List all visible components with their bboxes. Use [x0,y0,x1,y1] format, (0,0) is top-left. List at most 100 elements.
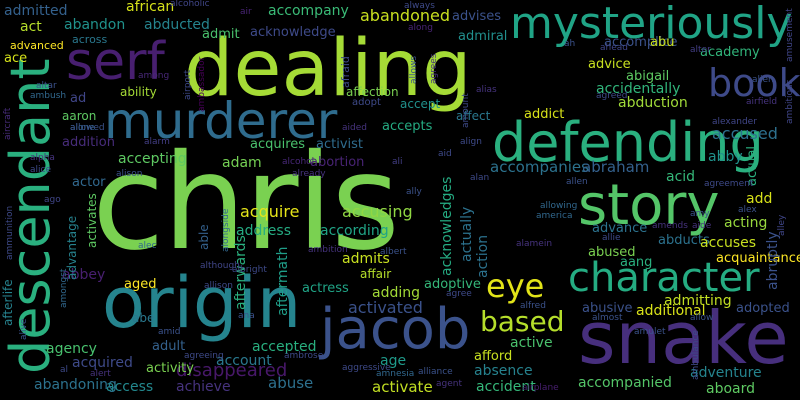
word-ah: ah [564,39,576,49]
word-ambassador: ambassador [197,56,207,112]
word-based: based [480,305,565,338]
word-alec: alec [138,241,157,251]
word-abby: abby [708,149,743,165]
word-access: adventure [690,365,762,381]
word-alexander: alexander [712,117,757,127]
word-advance: advance [592,221,648,236]
word-abruptly: abruptly [765,231,781,290]
word-allowed: allowed [70,123,105,133]
word-accompanied: accompanied [578,375,672,391]
word-accidentally: accidentally [596,81,681,97]
word-aggressive: aggressive [342,363,391,373]
word-character: character [568,255,760,301]
word-accusing: accusing [342,202,413,221]
word-chris: chris [92,126,400,280]
word-according: according [320,223,389,239]
word-ana: ana [238,311,255,321]
word-alcohol: alcohol [282,157,315,167]
word-airfield: airfield [746,97,778,107]
word-alert: alert [90,369,111,379]
word-acting: acting [724,215,768,231]
word-al: al [60,365,69,375]
word-adam: adam [222,155,262,171]
word-agrees: agrees [429,53,439,85]
word-abraham: abraham [582,158,650,176]
word-serf: serf [66,32,165,92]
word-acquire: acquire [240,202,300,221]
word-ahead: ahead [600,43,628,53]
word-airport: airport [183,69,193,100]
word-already: already [292,169,326,179]
word-acquired: accepted [252,339,317,355]
word-activity: active [510,335,553,351]
word-alamein: alamein [516,239,553,249]
word-actress: action [475,234,491,278]
word-abducts: abducts [658,233,710,248]
word-address: address [236,223,292,239]
word-activated: activated [348,298,423,317]
word-african: african [126,0,175,15]
word-ad: ad [70,91,87,106]
word-alcoholic: alcoholic [170,0,210,9]
word-affection: affection [346,85,399,99]
word-among: among [138,71,170,81]
word-admits: acquaintance [716,251,800,266]
word-although: although [200,261,240,271]
word-age: activity [146,361,194,376]
word-aided: aided [342,123,367,133]
word-alliance: alliance [418,367,453,377]
word-amends: amends [652,221,688,231]
word-albright: albright [232,265,267,275]
word-ali: ali [392,157,403,167]
word-amnesia: amnesia [376,369,415,379]
word-admitted: admitted [4,3,68,19]
word-allie: allie [602,233,621,243]
word-alive: alive [19,318,29,340]
word-almost: almost [592,313,623,323]
word-ambition: ambition [308,245,348,255]
word-alfred: alfred [520,301,546,311]
word-america: america [536,211,573,221]
word-alien: alien [752,75,774,85]
word-abandon: abandon [64,17,126,33]
word-agreement: agreement [704,179,754,189]
word-advises: advises [452,9,502,24]
word-accomplice: accomplice [604,35,678,50]
word-aang: admits [342,251,390,267]
word-aged: abused [588,245,636,260]
word-academy: academy [700,45,760,60]
word-action: actually [459,206,475,262]
word-accept: accept [400,97,441,111]
word-ambush: ambush [30,91,67,101]
word-accompanies: accompanies [490,158,589,176]
word-ambrose: ambrose [284,351,324,361]
word-activate: achieve [176,379,231,395]
word-adding: adoptive [424,277,481,292]
word-acquaintance: aftermath [275,246,291,316]
word-alley: alley [777,214,787,236]
word-adventure: afford [474,349,513,364]
word-agency: adopted [736,301,790,316]
word-amusement: amusement [785,8,795,62]
word-altar: altar [36,81,57,91]
word-agent: agent [436,379,462,389]
word-agree: agree [446,289,472,299]
word-amy: amy [690,209,710,219]
word-alone: alone [70,123,95,133]
word-affair: actress [302,281,349,296]
word-alan: alan [470,173,490,183]
word-amount: amount [461,93,471,128]
word-aircraft: aircraft [3,107,13,140]
word-allows: allows [409,55,419,84]
word-abu: abu [650,35,675,50]
word-affect: affect [456,109,491,123]
word-abigail: abigail [626,69,670,84]
word-absence: age [380,353,407,369]
word-addition: addition [62,135,115,150]
word-adopted: abusive [582,301,633,316]
word-amongst: amongst [59,268,69,308]
word-ago: ago [44,195,61,205]
word-active: adult [152,339,186,354]
word-able: accident [476,379,536,395]
